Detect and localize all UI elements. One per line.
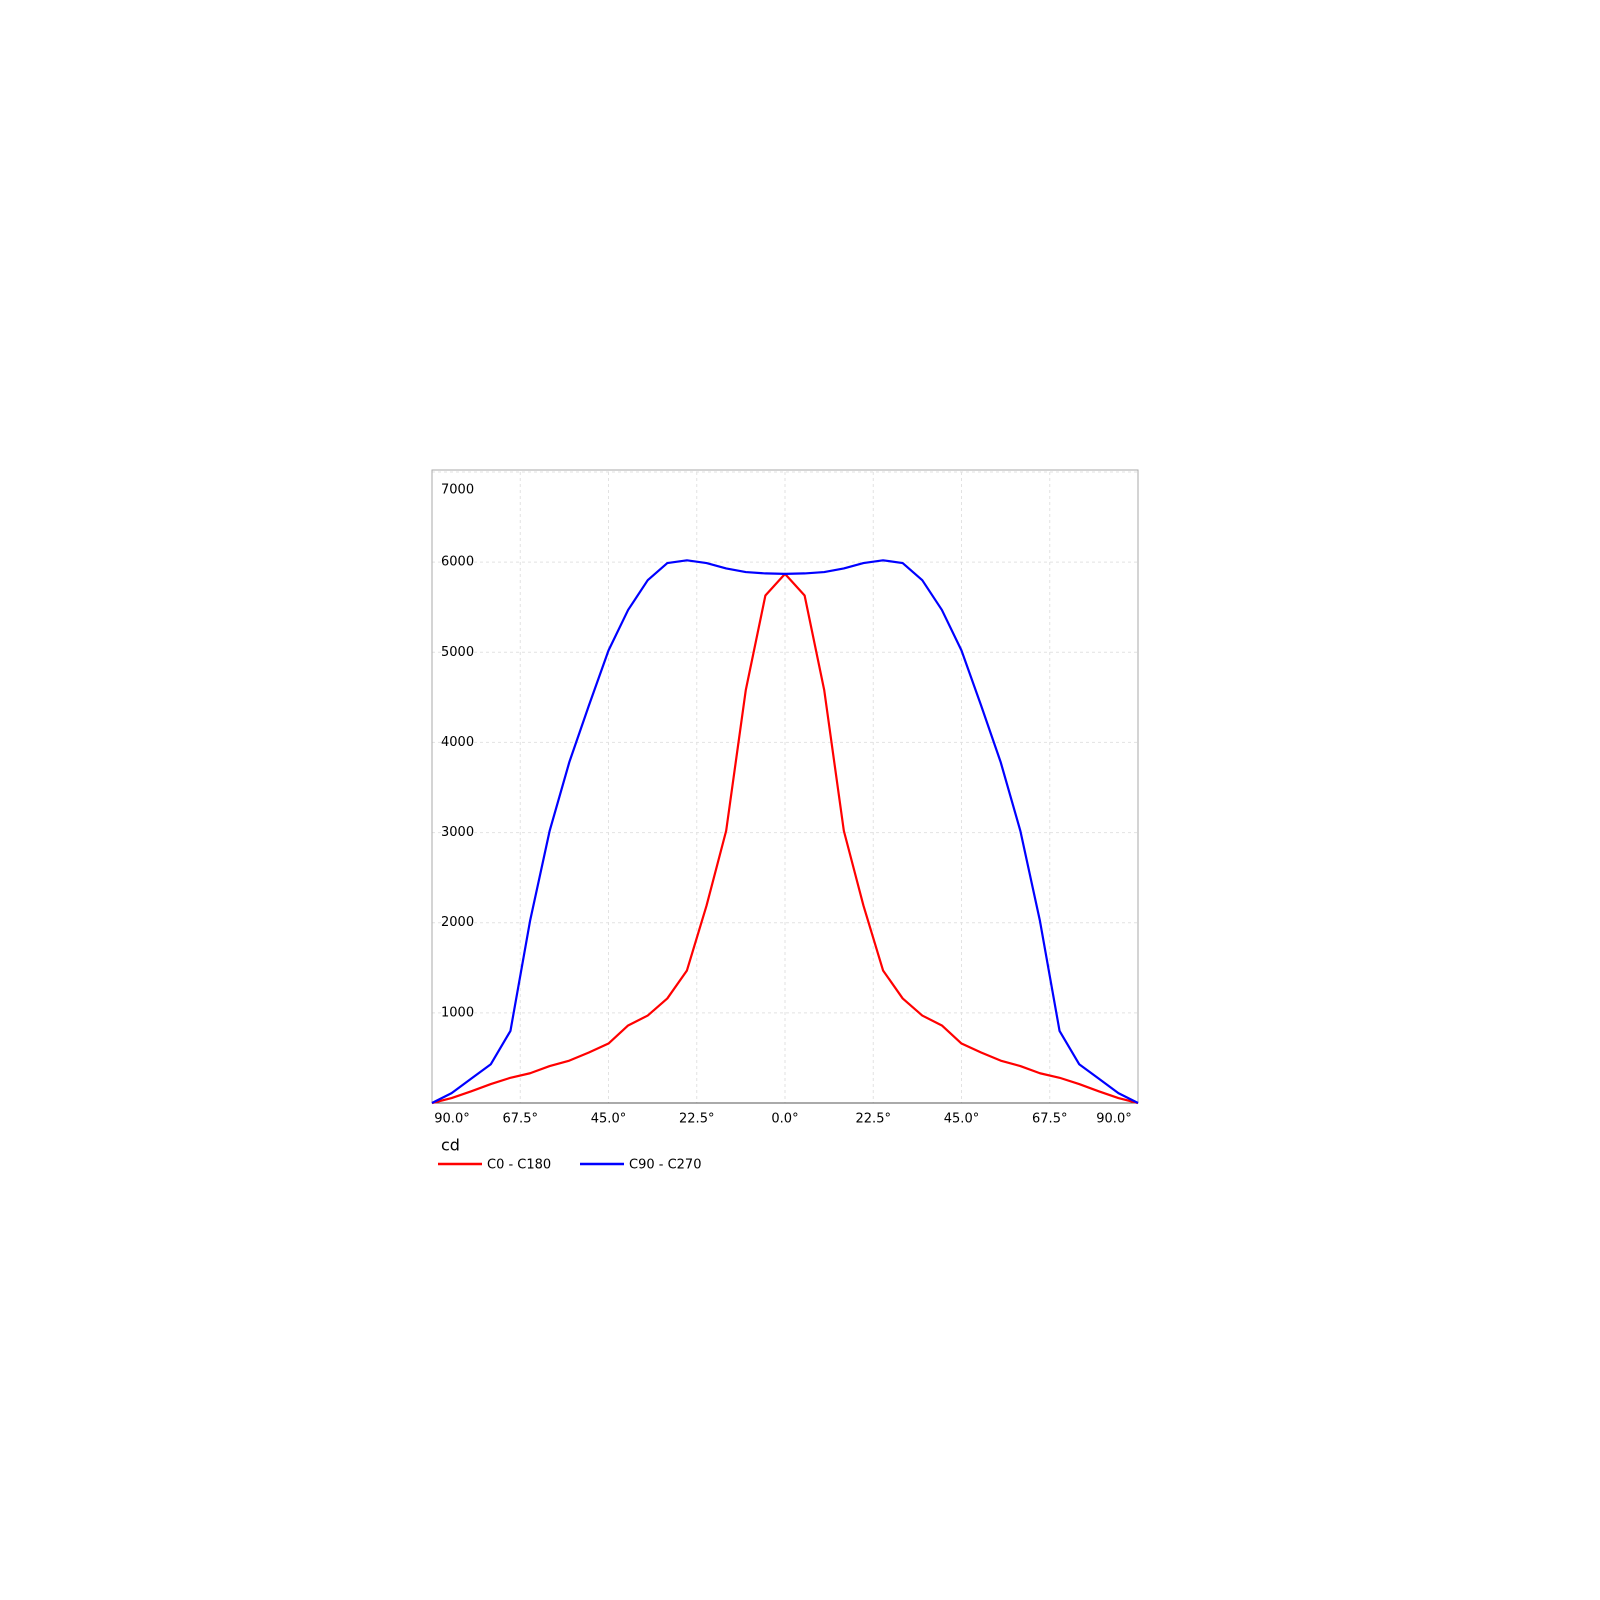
x-tick-label: 22.5°: [856, 1112, 891, 1127]
series-line: [431, 559, 1139, 1104]
y-tick-label: 6000: [441, 555, 474, 570]
x-tick-label: 90.0°: [1096, 1112, 1131, 1127]
x-tick-label: 22.5°: [679, 1112, 714, 1127]
x-tick-label: 0.0°: [771, 1112, 798, 1127]
y-tick-label: 7000: [441, 483, 474, 498]
x-tick-label: 45.0°: [591, 1112, 626, 1127]
y-tick-label: 2000: [441, 915, 474, 930]
x-tick-label: 67.5°: [503, 1112, 538, 1127]
y-tick-label: 3000: [441, 825, 474, 840]
y-tick-label: 4000: [441, 735, 474, 750]
y-axis-unit: cd: [441, 1136, 460, 1155]
x-tick-label: 67.5°: [1032, 1112, 1067, 1127]
legend-label: C90 - C270: [629, 1158, 701, 1173]
legend-label: C0 - C180: [487, 1158, 551, 1173]
y-tick-label: 1000: [441, 1005, 474, 1020]
x-tick-label: 45.0°: [944, 1112, 979, 1127]
y-tick-label: 5000: [441, 645, 474, 660]
x-tick-label: 90.0°: [434, 1112, 469, 1127]
